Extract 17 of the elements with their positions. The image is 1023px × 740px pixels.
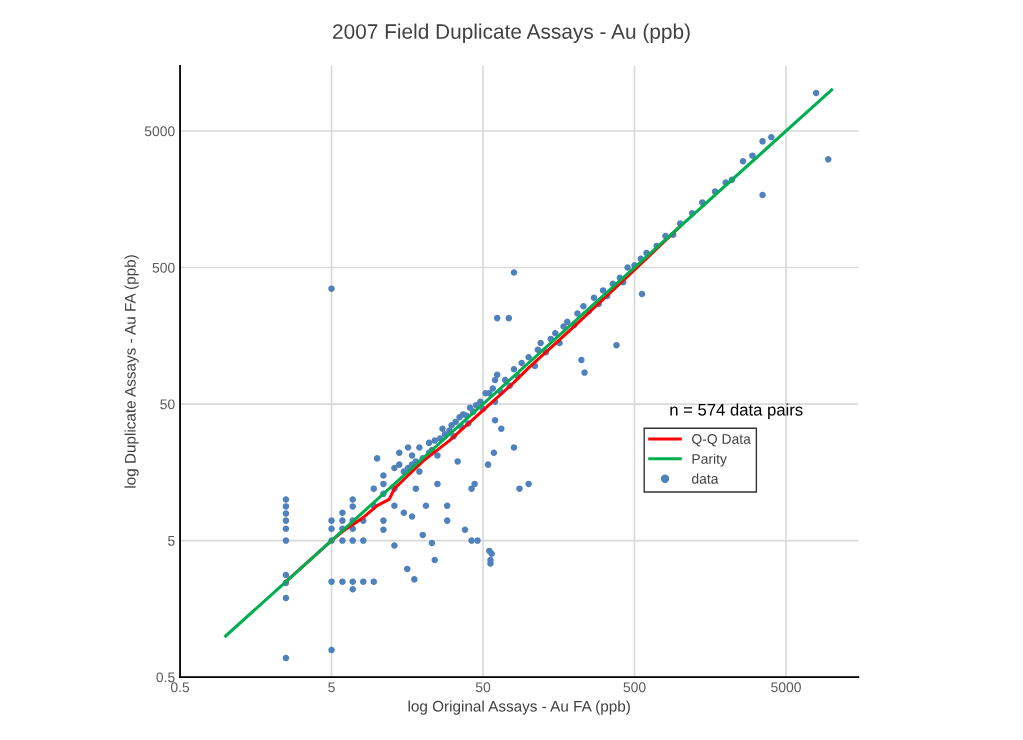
x-tick-label: 5000: [771, 682, 801, 693]
y-tick-label: 0.5: [156, 672, 175, 683]
y-tick-label: 50: [160, 399, 175, 410]
legend-label: Q-Q Data: [692, 434, 751, 447]
y-axis-title: log Duplicate Assays - Au FA (ppb): [124, 255, 139, 488]
legend-label: data: [692, 473, 719, 484]
legend-label: Parity: [692, 453, 727, 467]
y-tick-label: 5000: [144, 126, 175, 137]
y-tick-label: 500: [152, 262, 175, 273]
y-tick-label: 5: [168, 536, 175, 546]
annotation: n = 574 data pairs: [670, 403, 803, 419]
x-tick-label: 0.5: [170, 682, 190, 693]
x-tick-label: 50: [475, 682, 491, 693]
x-axis-title: log Original Assays - Au FA (ppb): [408, 700, 630, 715]
x-tick-label: 500: [623, 682, 646, 693]
chart-title: 2007 Field Duplicate Assays - Au (ppb): [333, 23, 690, 44]
x-tick-label: 5: [328, 682, 335, 693]
